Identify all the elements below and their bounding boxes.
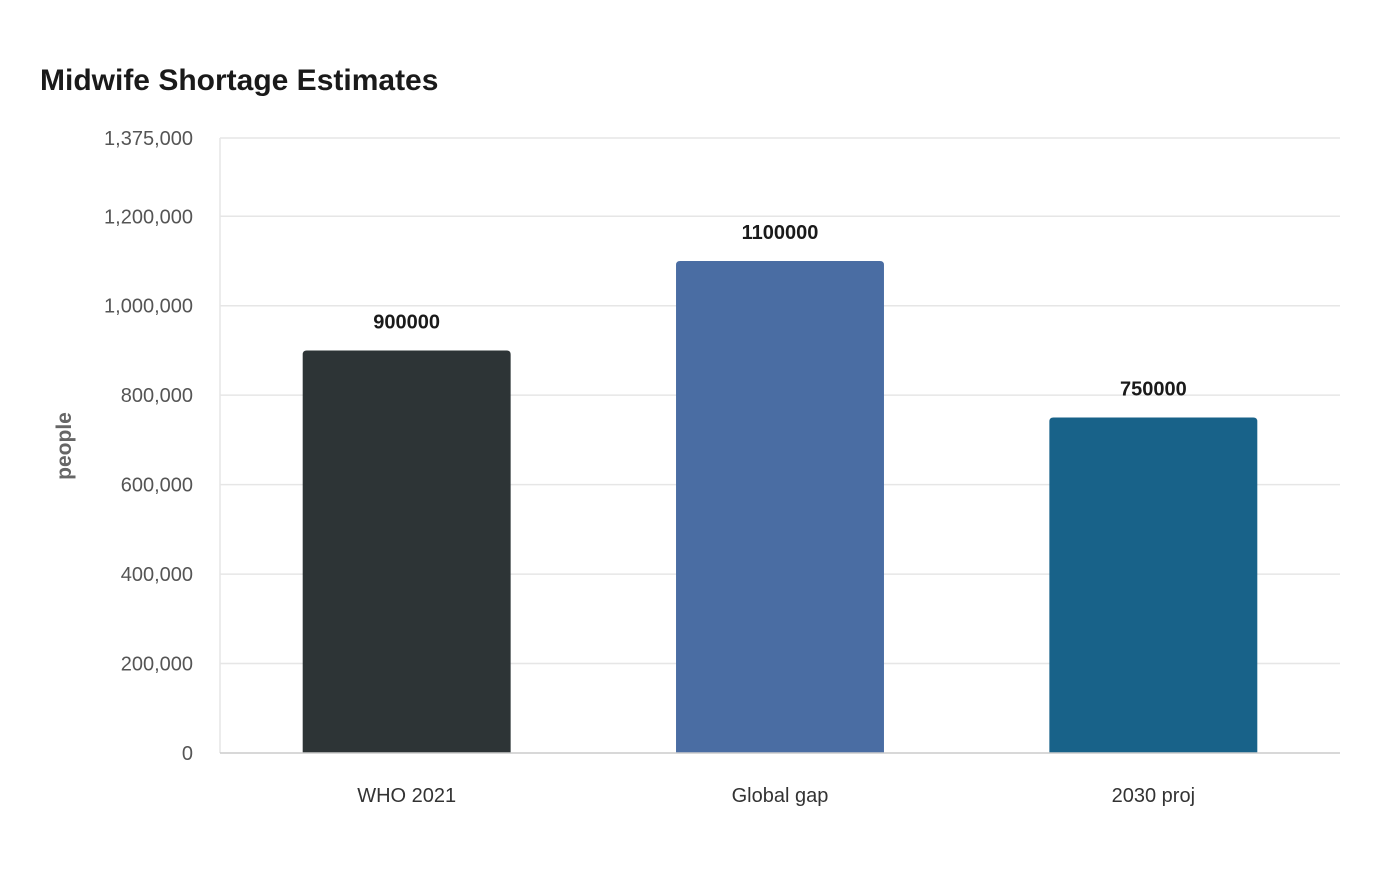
y-tick-label: 1,200,000 xyxy=(104,206,193,228)
y-tick-label: 0 xyxy=(182,743,193,765)
bar-global-gap xyxy=(676,261,884,753)
y-tick-label: 1,000,000 xyxy=(104,296,193,318)
x-tick-label: WHO 2021 xyxy=(357,785,456,807)
x-tick-label: Global gap xyxy=(732,785,829,807)
bar-who-2021 xyxy=(302,350,511,753)
y-tick-label: 1,375,000 xyxy=(104,128,193,150)
bars xyxy=(302,261,1258,753)
y-tick-label: 200,000 xyxy=(121,654,193,676)
bar-2030-proj xyxy=(1049,417,1258,753)
y-tick-label: 400,000 xyxy=(121,564,193,586)
y-tick-label: 600,000 xyxy=(121,475,193,497)
y-axis-ticks: 0 200,000 400,000 600,000 800,000 1,000,000 1,… xyxy=(104,128,193,765)
data-labels: 900000 1100000 750000 xyxy=(373,222,1186,401)
y-tick-label: 800,000 xyxy=(121,385,193,407)
x-axis-ticks: WHO 2021 Global gap 2030 proj xyxy=(357,785,1195,807)
data-label: 900000 xyxy=(373,311,440,333)
chart-title: Midwife Shortage Estimates xyxy=(40,64,438,97)
x-tick-label: 2030 proj xyxy=(1112,785,1195,807)
data-label: 1100000 xyxy=(742,222,819,244)
y-axis-title: people xyxy=(53,412,76,480)
data-label: 750000 xyxy=(1120,379,1187,401)
